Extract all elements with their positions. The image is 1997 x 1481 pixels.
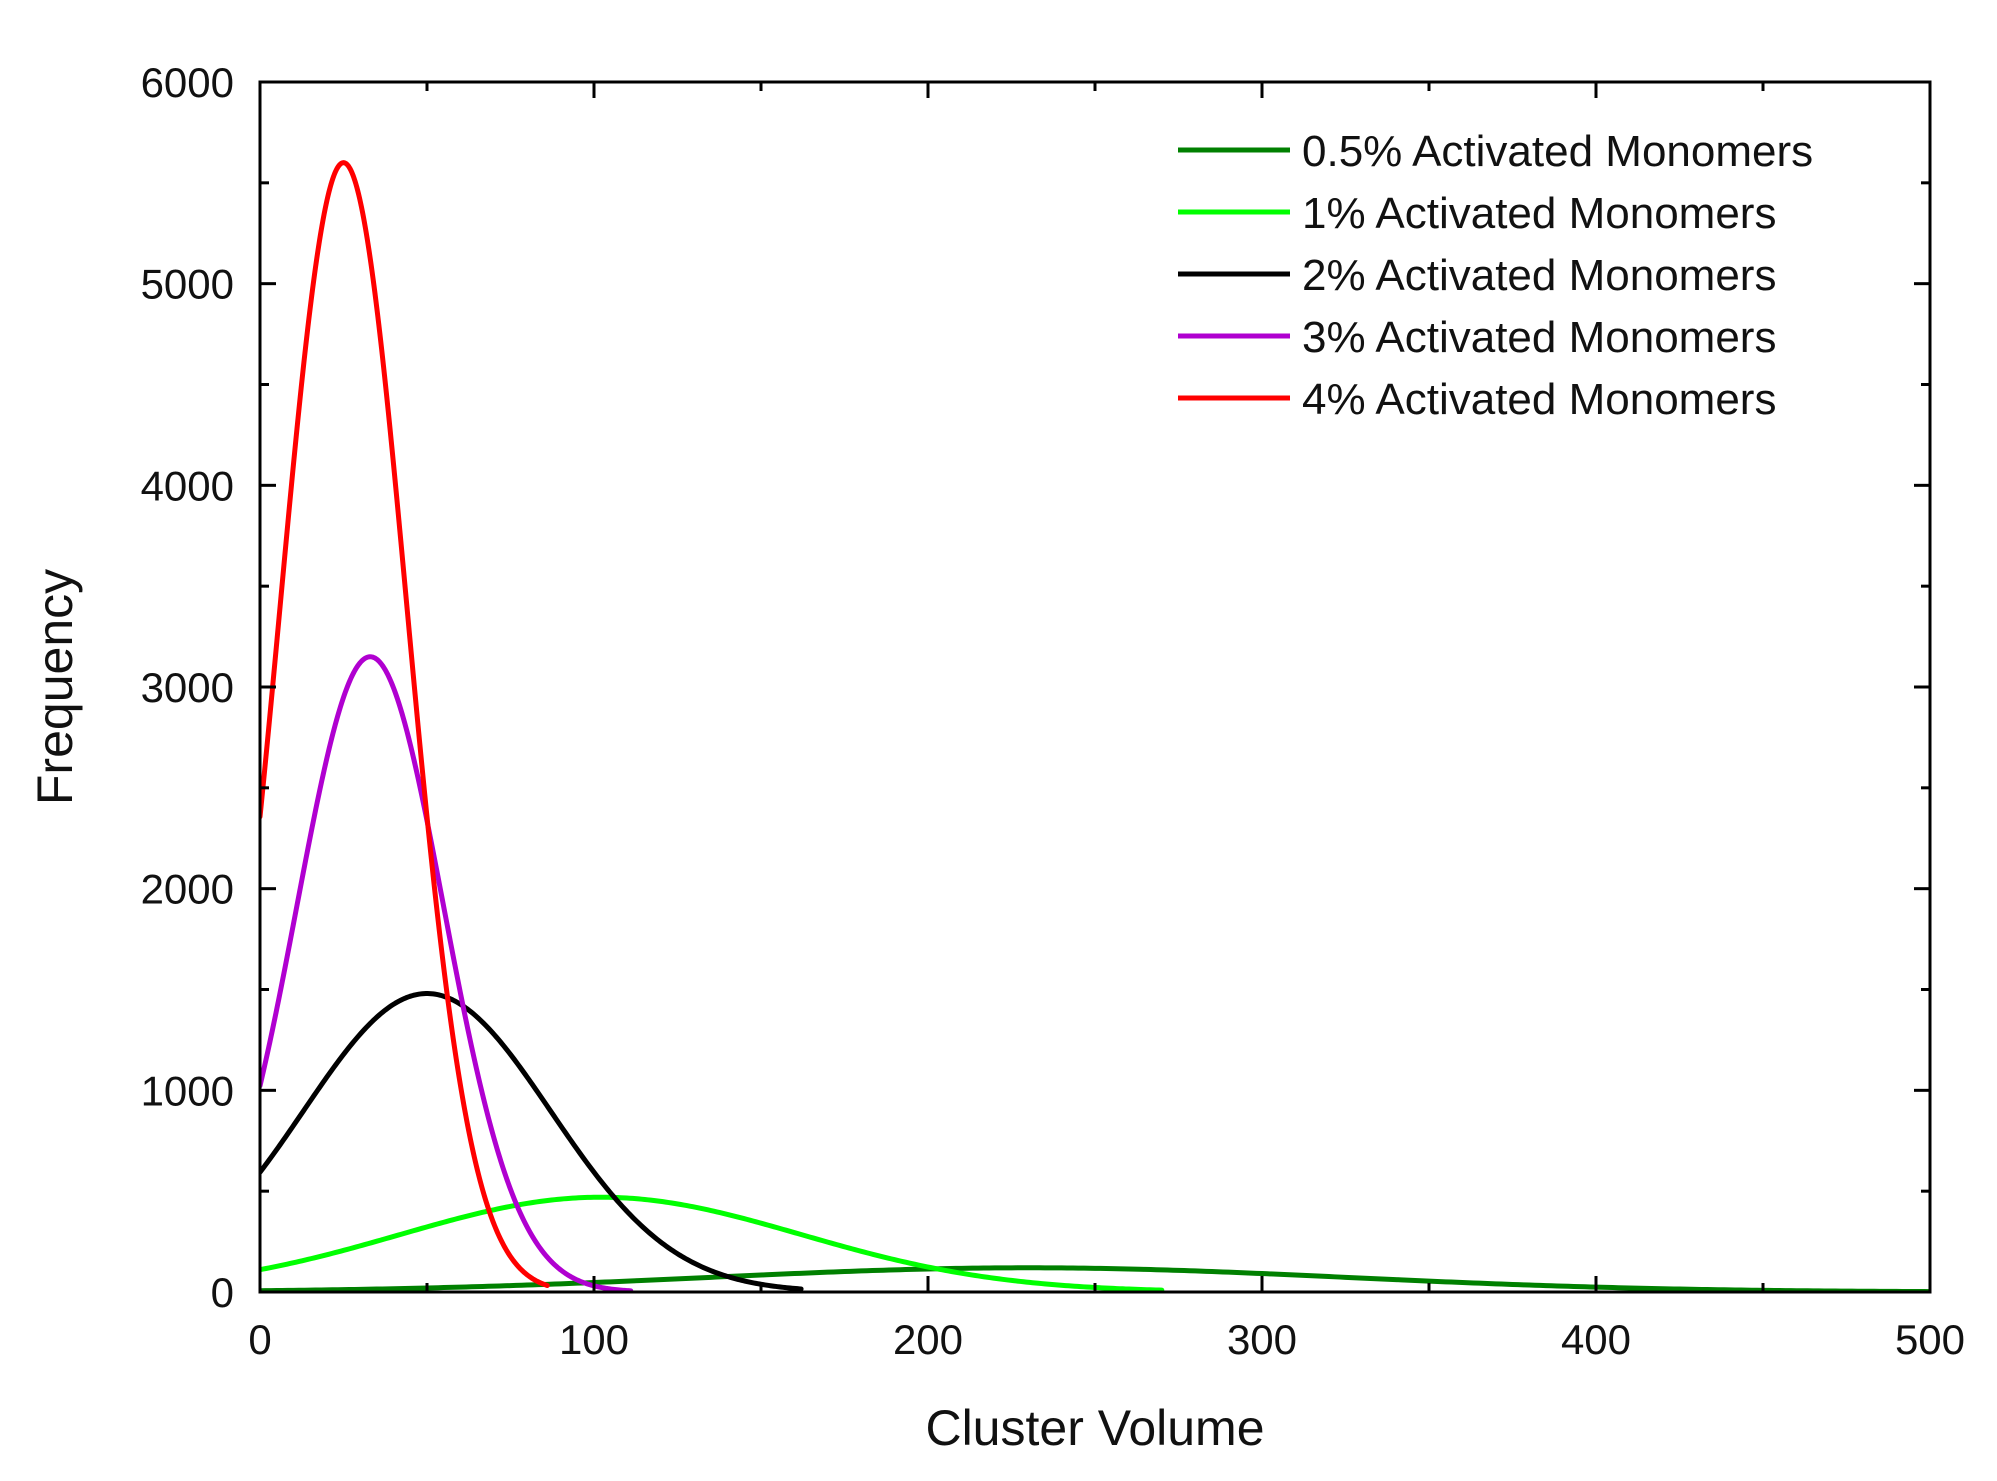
legend-label-3: 2% Activated Monomers [1302,251,1776,300]
x-axis-title: Cluster Volume [925,1400,1264,1456]
y-axis: 0 1000 2000 3000 4000 5000 6000 [141,59,1930,1316]
x-tick-label: 500 [1895,1316,1965,1363]
y-tick-label: 5000 [141,261,234,308]
legend-label-4: 3% Activated Monomers [1302,313,1776,362]
y-tick-label: 2000 [141,866,234,913]
x-tick-label: 200 [893,1316,963,1363]
series-line-2 [260,1194,1165,1292]
legend-label-1: 0.5% Activated Monomers [1302,127,1813,176]
x-tick-label: 400 [1561,1316,1631,1363]
y-tick-label: 1000 [141,1067,234,1114]
series-line-3 [260,991,804,1292]
series-line-1 [260,1265,1930,1292]
legend: 0.5% Activated Monomers 1% Activated Mono… [1178,127,1813,424]
legend-label-5: 4% Activated Monomers [1302,375,1776,424]
y-tick-label: 3000 [141,664,234,711]
series-layer [260,160,1930,1292]
x-tick-label: 0 [248,1316,271,1363]
y-tick-label: 0 [211,1269,234,1316]
y-axis-title: Frequency [27,569,83,805]
series-line-4 [260,654,634,1292]
y-tick-label: 4000 [141,462,234,509]
x-tick-label: 300 [1227,1316,1297,1363]
series-line-5 [260,160,550,1288]
legend-label-2: 1% Activated Monomers [1302,189,1776,238]
y-tick-label: 6000 [141,59,234,106]
x-tick-label: 100 [559,1316,629,1363]
x-axis: 0 100 200 300 400 500 [248,82,1965,1363]
